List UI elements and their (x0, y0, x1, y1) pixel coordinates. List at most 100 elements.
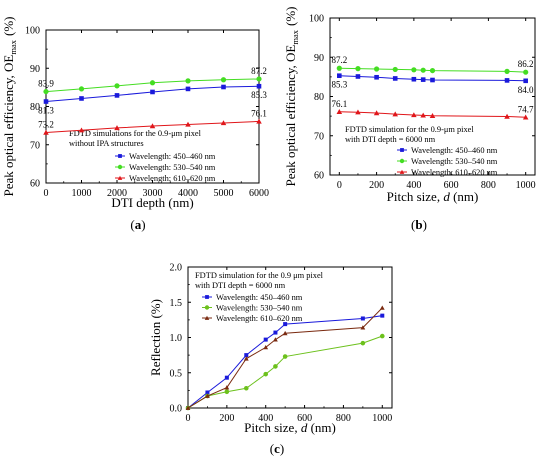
panel-label-letter: b (415, 217, 422, 232)
data-point (523, 78, 528, 84)
data-point (420, 67, 426, 73)
series-0 (43, 83, 262, 104)
x-tick-label: 400 (406, 180, 421, 191)
panel-label-letter: c (274, 441, 280, 456)
series-1 (336, 65, 529, 75)
data-point (273, 330, 278, 335)
x-axis-label-var: d (443, 189, 450, 204)
data-point (43, 99, 49, 104)
x-tick-label: 200 (369, 180, 384, 191)
data-point (185, 86, 191, 92)
y-tick-label: 60 (30, 179, 40, 190)
x-tick-label: 1000 (516, 180, 536, 191)
x-axis-label-main: Pitch size, (387, 189, 444, 204)
data-point (420, 112, 426, 118)
series-2 (43, 118, 262, 135)
data-point (256, 76, 262, 82)
data-point (360, 325, 366, 330)
series-0 (337, 73, 528, 84)
data-point (429, 67, 436, 74)
x-tick-label: 1000 (72, 188, 92, 199)
data-point (273, 364, 278, 369)
data-label: 85.3 (331, 80, 347, 90)
x-axis-label: Pitch size, d (nm) (387, 189, 479, 204)
y-axis-label-sub: max (8, 39, 18, 54)
data-point (360, 340, 366, 346)
data-point (263, 337, 268, 342)
data-point (149, 123, 156, 129)
data-point (263, 371, 269, 377)
data-point (411, 112, 417, 118)
x-tick-label: 400 (258, 413, 273, 424)
data-point (379, 333, 385, 339)
data-label: 76.1 (331, 99, 347, 109)
x-tick-label: 800 (481, 180, 496, 191)
chart-c: 0 200 400 600 800 1000 0.0 0.5 1.0 1.5 2.0 Pitch si… (148, 263, 393, 456)
x-axis-label-unit: (nm) (307, 420, 336, 435)
series-1 (185, 333, 385, 411)
data-point (273, 337, 278, 342)
chart-annotation: with DTI depth = 6000 nm (345, 135, 436, 144)
legend-marker (400, 148, 404, 152)
data-point (244, 353, 249, 358)
legend-marker (204, 315, 210, 320)
data-point (411, 67, 417, 73)
data-point (336, 109, 343, 115)
data-point (355, 109, 361, 115)
panel-label: (a) (130, 217, 145, 232)
y-axis-label: Reflection (%) (148, 299, 163, 376)
data-point (504, 68, 510, 74)
data-point (283, 322, 288, 327)
x-tick-label: 0 (44, 188, 49, 199)
x-tick-label: 2000 (107, 188, 127, 199)
data-point (256, 83, 262, 89)
series-2 (185, 305, 385, 410)
data-point (243, 356, 249, 361)
x-tick-label: 4000 (178, 188, 198, 199)
data-label: 74.7 (518, 104, 534, 114)
chart-annotation: without IPA structures (69, 139, 144, 148)
y-tick-label: 1.0 (170, 333, 183, 344)
x-axis-label-main: Pitch size, (244, 420, 301, 435)
data-point (43, 88, 49, 95)
data-point (243, 385, 249, 391)
chart-annotation: with DTI depth = 6000 nm (195, 281, 286, 290)
data-point (79, 96, 84, 101)
x-tick-label: 0 (337, 180, 342, 191)
y-tick-label: 1.5 (170, 298, 183, 309)
data-point (374, 74, 379, 80)
chart-b: 0 200 400 600 800 1000 60 70 80 90 100 Pitch size, … (283, 7, 536, 233)
legend-label: Wavelength: 450–460 nm (129, 152, 216, 161)
x-axis-label: Pitch size, d (nm) (244, 420, 336, 435)
legend-label: Wavelength: 610–620 nm (411, 168, 498, 177)
x-tick-label: 0 (186, 413, 191, 424)
legend-marker (205, 295, 209, 299)
panel-label-open: ( (411, 217, 415, 232)
chart-annotation: FDTD simulations for the 0.9-μm pixel (69, 129, 202, 138)
x-tick-label: 6000 (249, 188, 269, 199)
legend-label: Wavelength: 530–540 nm (129, 163, 216, 172)
y-axis-label-sub: max (290, 29, 300, 44)
data-point (224, 389, 230, 395)
data-point (355, 74, 361, 79)
panel-label: (b) (411, 217, 427, 232)
y-tick-label: 90 (314, 53, 324, 64)
data-point (221, 84, 226, 90)
y-tick-label: 100 (309, 14, 324, 25)
x-tick-label: 600 (297, 413, 312, 424)
chart-annotation: FDTD simulation for the 0.9-μm pixel (345, 125, 474, 134)
panel-label-close: ) (423, 217, 427, 232)
data-label: 87.2 (251, 66, 267, 76)
data-point (360, 316, 365, 321)
legend-marker (117, 164, 123, 170)
y-axis-label-unit: (%) (1, 17, 16, 37)
data-point (220, 77, 227, 83)
x-tick-label: 5000 (214, 188, 234, 199)
data-point (355, 66, 361, 72)
y-axis-label: Peak optical efficiency, OEmax (%) (1, 17, 18, 197)
x-axis-label-var: d (301, 420, 308, 435)
data-point (114, 93, 120, 98)
legend-label: Wavelength: 530–540 nm (411, 157, 498, 166)
